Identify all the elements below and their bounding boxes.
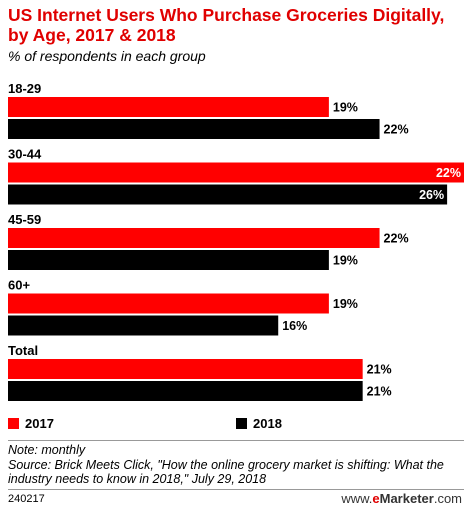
bar-2018-30-44 [8,184,448,205]
brand-www: www. [341,491,373,506]
bar-2018-18-29 [8,119,380,139]
bar-chart: 18-29 19% 22% 30-44 22% 26% 45-59 22% 19% 60+ 19% 1… [8,81,464,401]
data-label-2017-18-29: 19% [333,101,358,115]
data-label-2018-30-44: 26% [419,188,444,202]
category-label-45-59: 45-59 [8,212,41,227]
data-label-2018-18-29: 22% [384,123,409,137]
bar-2017-18-29 [8,97,329,117]
category-label-total: Total [8,343,38,358]
brand-e: e [372,491,380,506]
data-label-2018-60-: 16% [282,319,307,333]
brand-logo: www.eMarketer.com [341,491,462,506]
bar-2017-45-59 [8,228,380,248]
legend-label-2018: 2018 [253,416,282,431]
brand-suffix: .com [433,491,462,506]
data-label-2017-60-: 19% [333,297,358,311]
note-text: Note: monthly [8,443,86,457]
chart-id: 240217 [8,493,45,505]
brand-marketer: Marketer [379,491,434,506]
source-text: Source: Brick Meets Click, "How the onli… [8,457,444,487]
footer-divider [8,440,464,441]
category-label-18-29: 18-29 [8,81,41,96]
data-label-2018-total: 21% [367,385,392,399]
chart-title: US Internet Users Who Purchase Groceries… [8,5,445,45]
legend-item-2017: 2017 [8,416,54,431]
bar-2017-30-44 [8,162,464,183]
bar-2018-total [8,381,363,401]
legend-item-2018: 2018 [236,416,282,431]
legend-swatch-2017 [8,418,19,429]
data-label-2017-30-44: 22% [436,166,461,180]
category-label-60-: 60+ [8,278,30,293]
footer-notes: Note: monthly Source: Brick Meets Click,… [8,443,468,487]
category-label-30-44: 30-44 [8,147,42,162]
bar-2017-60- [8,293,329,314]
data-label-2018-45-59: 19% [333,254,358,268]
footer-divider-bottom [8,489,464,490]
legend-label-2017: 2017 [25,416,54,431]
chart-subtitle: % of respondents in each group [8,48,206,64]
data-label-2017-total: 21% [367,363,392,377]
bar-2017-total [8,359,363,379]
bar-2018-60- [8,315,279,336]
data-label-2017-45-59: 22% [384,232,409,246]
legend-swatch-2018 [236,418,247,429]
bar-2018-45-59 [8,250,329,270]
